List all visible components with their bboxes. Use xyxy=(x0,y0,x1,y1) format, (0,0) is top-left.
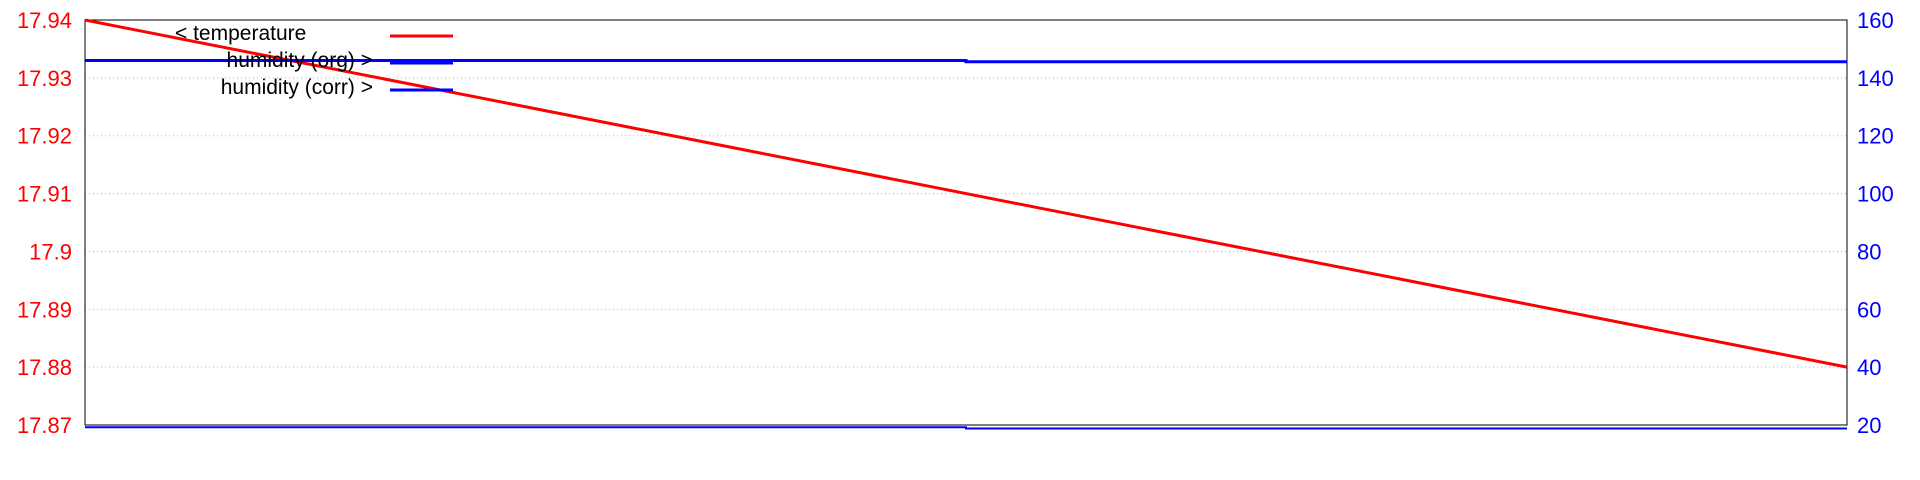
series-layer xyxy=(84,18,1848,430)
right-tick-label: 160 xyxy=(1857,8,1894,33)
left-tick-label: 17.91 xyxy=(17,182,72,207)
axis-layer: 17.94 17.93 17.92 17.91 17.9 17.89 17.88 17.87 1… xyxy=(17,8,1894,438)
grid-layer xyxy=(85,77,1847,368)
legend-label: humidity (corr) > xyxy=(221,76,373,99)
left-tick-label: 17.87 xyxy=(17,413,72,438)
series-line-2 xyxy=(85,426,1847,430)
left-tick-label: 17.9 xyxy=(29,239,72,264)
left-tick-label: 17.89 xyxy=(17,297,72,322)
legend-label: humidity (org) > xyxy=(227,49,373,72)
left-tick-label: 17.88 xyxy=(17,355,72,380)
legend: < temperature humidity (org) > humidity (c… xyxy=(175,22,453,99)
series-line-0 xyxy=(84,18,1848,369)
legend-label: < temperature xyxy=(175,22,306,45)
series-line-1 xyxy=(85,59,1847,64)
right-tick-label: 60 xyxy=(1857,297,1881,322)
right-tick-label: 40 xyxy=(1857,355,1881,380)
right-tick-label: 120 xyxy=(1857,124,1894,149)
right-tick-label: 140 xyxy=(1857,66,1894,91)
right-tick-label: 100 xyxy=(1857,182,1894,207)
plot-frame xyxy=(84,19,1848,426)
right-tick-label: 80 xyxy=(1857,239,1881,264)
left-tick-label: 17.92 xyxy=(17,124,72,149)
right-tick-label: 20 xyxy=(1857,413,1881,438)
left-tick-label: 17.93 xyxy=(17,66,72,91)
left-tick-label: 17.94 xyxy=(17,8,72,33)
